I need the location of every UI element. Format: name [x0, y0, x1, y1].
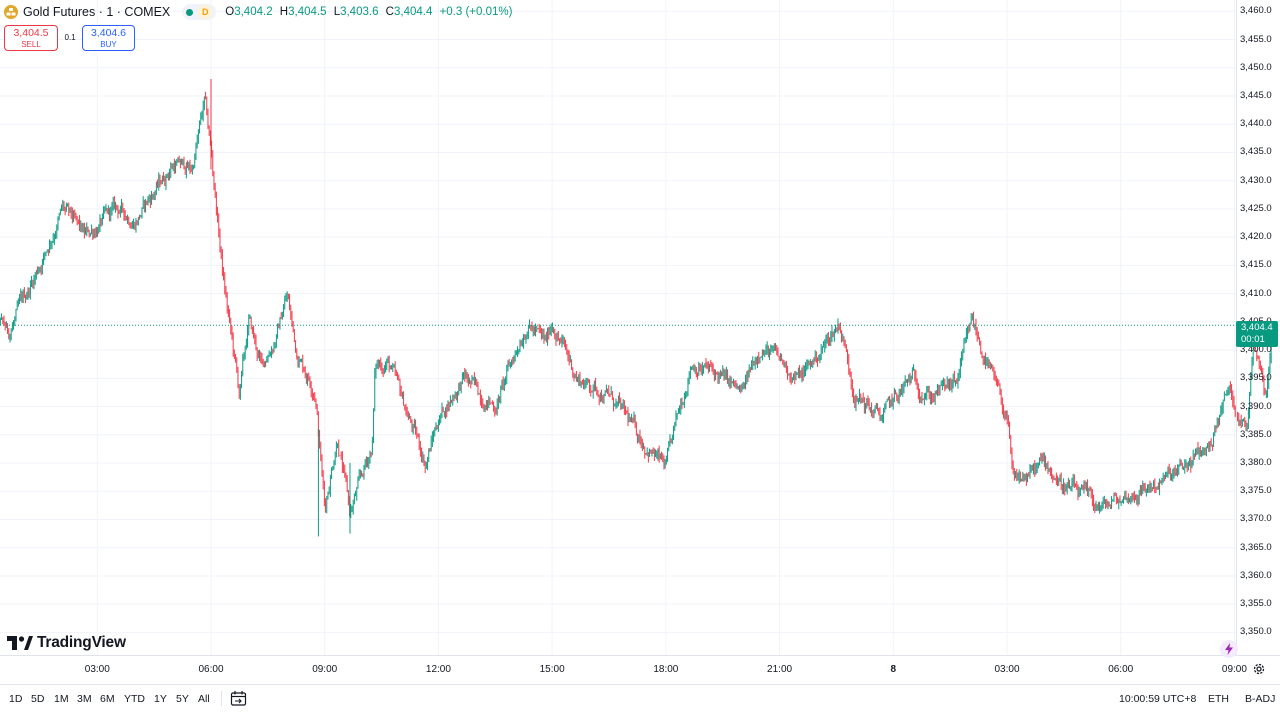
time-tick-label: 15:00 — [539, 664, 565, 675]
tradingview-logo-icon — [7, 636, 33, 650]
gear-icon[interactable] — [1252, 662, 1266, 676]
price-tick-label: 3,455.0 — [1240, 33, 1272, 45]
open-value: 3,404.2 — [234, 6, 273, 18]
range-1m[interactable]: 1M — [54, 693, 69, 705]
symbol-legend: Gold Futures · 1 · COMEX D O3,404.2 H3,4… — [4, 3, 512, 21]
time-tick-label: 8 — [890, 664, 897, 675]
price-tick-label: 3,415.0 — [1240, 259, 1272, 271]
last-price-tag: 3,404.4 00:01 — [1236, 321, 1278, 347]
logo-text: TradingView — [37, 634, 126, 651]
time-tick-label: 09:00 — [312, 664, 338, 675]
price-tick-label: 3,350.0 — [1240, 626, 1272, 638]
sell-label: SELL — [21, 40, 41, 49]
bar-countdown: 00:01 — [1241, 334, 1265, 345]
last-price-value: 3,404.4 — [1241, 322, 1273, 333]
adjustment-toggle[interactable]: B-ADJ — [1245, 693, 1276, 705]
data-badge: D — [198, 5, 213, 19]
time-tick-label: 18:00 — [653, 664, 679, 675]
buy-label: BUY — [100, 40, 117, 49]
price-tick-label: 3,370.0 — [1240, 513, 1272, 525]
price-tick-label: 3,450.0 — [1240, 61, 1272, 73]
price-tick-label: 3,385.0 — [1240, 428, 1272, 440]
sell-button[interactable]: 3,404.5 SELL — [4, 25, 58, 51]
sell-price: 3,404.5 — [13, 27, 49, 39]
toolbar-divider — [221, 691, 222, 706]
price-tick-label: 3,445.0 — [1240, 89, 1272, 101]
range-ytd[interactable]: YTD — [124, 693, 145, 705]
candles — [0, 79, 1273, 537]
price-tick-label: 3,440.0 — [1240, 118, 1272, 130]
high-label: H — [279, 6, 289, 18]
time-tick-label: 06:00 — [1108, 664, 1134, 675]
range-6m[interactable]: 6M — [100, 693, 115, 705]
low-label: L — [333, 6, 341, 18]
chart-grid — [0, 0, 1236, 655]
range-1y[interactable]: 1Y — [154, 693, 167, 705]
price-tick-label: 3,420.0 — [1240, 231, 1272, 243]
price-tick-label: 3,460.0 — [1240, 5, 1272, 17]
range-5d[interactable]: 5D — [31, 693, 45, 705]
price-tick-label: 3,380.0 — [1240, 457, 1272, 469]
market-status-dot-icon — [186, 8, 194, 16]
ohlc-values: O3,404.2 H3,404.5 L3,403.6 C3,404.4 +0.3… — [225, 6, 512, 18]
price-tick-label: 3,410.0 — [1240, 287, 1272, 299]
price-tick-label: 3,360.0 — [1240, 569, 1272, 581]
calendar-range-icon[interactable] — [230, 690, 247, 707]
session-toggle[interactable]: ETH — [1208, 693, 1229, 705]
time-tick-label: 06:00 — [198, 664, 224, 675]
range-all[interactable]: All — [198, 693, 210, 705]
time-tick-label: 12:00 — [425, 664, 451, 675]
price-tick-label: 3,435.0 — [1240, 146, 1272, 158]
lightning-icon[interactable] — [1220, 640, 1238, 658]
range-1d[interactable]: 1D — [9, 693, 23, 705]
symbol-title[interactable]: Gold Futures · 1 · COMEX — [23, 5, 171, 19]
price-tick-label: 3,355.0 — [1240, 598, 1272, 610]
bottom-toolbar: 1D 5D 1M 3M 6M YTD 1Y 5Y All 10:00:59 UT… — [0, 684, 1280, 712]
price-tick-label: 3,425.0 — [1240, 202, 1272, 214]
gold-coin-icon — [4, 5, 18, 19]
low-value: 3,403.6 — [340, 6, 379, 18]
time-tick-label: 09:00 — [1221, 664, 1247, 675]
buy-price: 3,404.6 — [90, 27, 127, 39]
range-5y[interactable]: 5Y — [176, 693, 189, 705]
clock-timezone[interactable]: 10:00:59 UTC+8 — [1119, 693, 1197, 705]
market-status[interactable]: D — [182, 4, 217, 20]
price-tick-label: 3,375.0 — [1240, 485, 1272, 497]
price-tick-label: 3,390.0 — [1240, 400, 1272, 412]
time-tick-label: 21:00 — [767, 664, 793, 675]
chart-canvas[interactable] — [0, 0, 1280, 684]
buy-button[interactable]: 3,404.6 BUY — [82, 25, 135, 51]
high-value: 3,404.5 — [288, 6, 327, 18]
change-value: +0.3 (+0.01%) — [439, 6, 513, 18]
price-tick-label: 3,395.0 — [1240, 372, 1272, 384]
price-tick-label: 3,430.0 — [1240, 174, 1272, 186]
tradingview-logo[interactable]: TradingView — [7, 633, 126, 653]
close-value: 3,404.4 — [393, 6, 433, 18]
time-tick-label: 03:00 — [84, 664, 110, 675]
time-tick-label: 03:00 — [994, 664, 1020, 675]
spread-value: 0.1 — [64, 33, 76, 42]
price-tick-label: 3,400.0 — [1240, 344, 1272, 356]
open-label: O — [225, 6, 235, 18]
price-tick-label: 3,365.0 — [1240, 541, 1272, 553]
close-label: C — [385, 6, 394, 18]
range-3m[interactable]: 3M — [77, 693, 92, 705]
